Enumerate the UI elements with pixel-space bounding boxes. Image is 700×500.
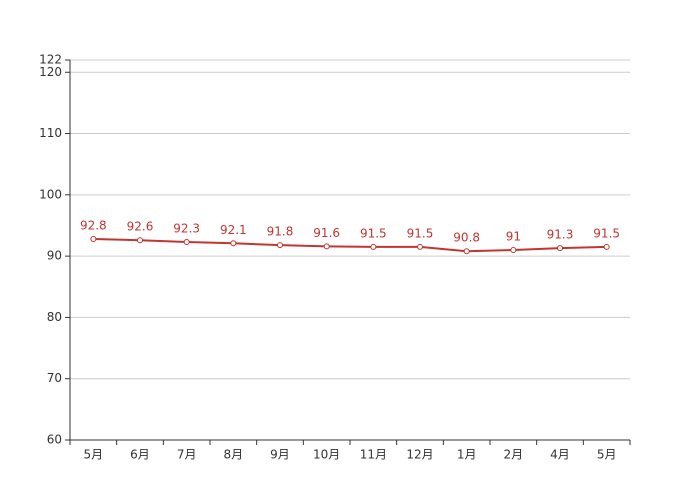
y-tick-label: 122 xyxy=(39,53,62,67)
point xyxy=(183,239,190,246)
point xyxy=(323,243,330,250)
point xyxy=(277,242,283,249)
point xyxy=(417,243,423,250)
value-label: 91.5 xyxy=(407,226,434,240)
line xyxy=(93,237,607,253)
y-tick-label: 100 xyxy=(39,187,62,201)
x-tick-label: 7月 xyxy=(177,448,197,462)
point xyxy=(230,240,237,247)
x-tick-label: 4月 xyxy=(550,448,570,462)
x-tick-label: 12月 xyxy=(406,448,433,462)
x-tick-label: 11月 xyxy=(360,448,387,462)
value-label: 90.8 xyxy=(453,231,480,245)
value-label: 91.6 xyxy=(313,226,340,240)
point xyxy=(370,243,377,250)
x-tick-label: 5月 xyxy=(84,448,104,462)
x-tick-label: 6月 xyxy=(130,448,150,462)
y-tick-label: 70 xyxy=(47,371,62,385)
value-label: 92.8 xyxy=(80,218,107,232)
x-tick-label: 2月 xyxy=(504,448,524,462)
x-tick-label: 9月 xyxy=(270,448,290,462)
value-label: 91.5 xyxy=(360,226,387,240)
x-tick-label: 5月 xyxy=(597,448,617,462)
value-label: 91.3 xyxy=(547,228,574,242)
point xyxy=(90,235,97,242)
value-label: 92.3 xyxy=(173,222,200,236)
y-tick-label: 120 xyxy=(39,65,62,79)
point xyxy=(137,237,143,244)
point xyxy=(557,245,563,252)
value-label: 91.5 xyxy=(593,226,620,240)
point xyxy=(603,243,610,250)
value-label: 92.6 xyxy=(127,220,154,234)
y-tick-label: 110 xyxy=(39,126,62,140)
x-tick-label: 10月 xyxy=(313,448,340,462)
value-label: 91 xyxy=(506,230,521,244)
point xyxy=(463,248,470,255)
y-tick-label: 90 xyxy=(47,249,62,263)
x-tick-label: 1月 xyxy=(457,448,477,462)
point xyxy=(510,247,517,253)
value-label: 91.8 xyxy=(267,225,294,239)
y-tick-label: 60 xyxy=(47,433,62,447)
value-label: 92.1 xyxy=(220,223,247,237)
x-tick-label: 8月 xyxy=(224,448,244,462)
y-tick-label: 80 xyxy=(47,310,62,324)
